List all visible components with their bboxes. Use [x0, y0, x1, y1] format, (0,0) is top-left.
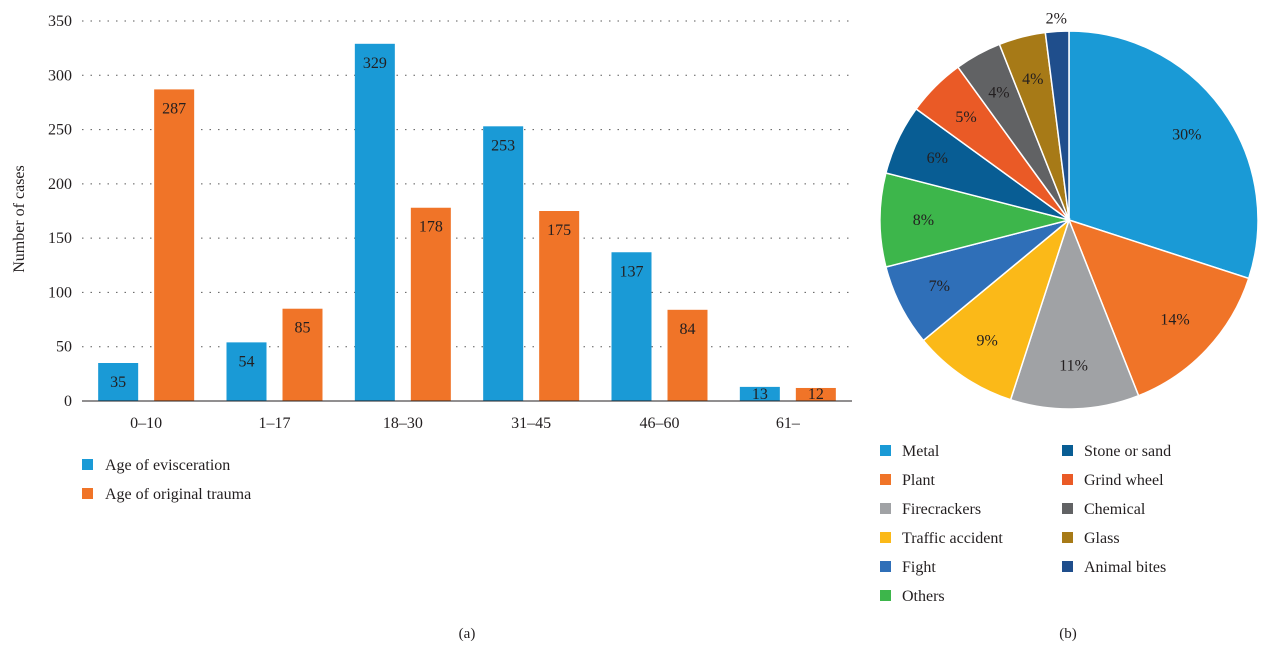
pie-legend-label: Grind wheel: [1084, 472, 1164, 489]
bar-x-tick-label: 31–45: [511, 415, 551, 432]
pie-slice-label: 11%: [1059, 357, 1088, 374]
pie-legend-label: Animal bites: [1084, 559, 1166, 576]
pie-chart: 30% 14% 11% 9% 7% 8% 6% 5% 4% 4% 2% Metal Plant Fire…: [879, 10, 1259, 642]
bar: [795, 387, 836, 401]
pie-slice: [879, 172, 1070, 268]
panel-label-a: (a): [459, 626, 476, 642]
bar-y-tick-label: 50: [56, 339, 72, 356]
bar-data-label: 12: [808, 386, 824, 403]
bar-x-tick-labels: 0–10 1–17 18–30 31–45 46–60 61–: [130, 415, 801, 432]
pie-slice-label: 7%: [929, 278, 950, 295]
pie-legend-swatch: [1062, 532, 1073, 543]
bar-data-label: 175: [547, 222, 571, 239]
pie-slice: [1009, 217, 1140, 410]
pie-slice-label: 2%: [1046, 10, 1067, 27]
pie-legend-label: Traffic accident: [902, 530, 1003, 547]
bar-x-tick-label: 0–10: [130, 415, 162, 432]
bar: [354, 43, 395, 402]
bar: [410, 207, 451, 401]
pie-legend-swatch: [1062, 474, 1073, 485]
bar-legend-swatch: [82, 488, 93, 499]
bar-data-label: 137: [620, 263, 644, 280]
bar: [226, 342, 267, 401]
bar-x-tick-label: 18–30: [383, 415, 423, 432]
pie-slice: [1044, 30, 1070, 221]
pie-legend-label: Others: [902, 588, 945, 605]
bar-data-label: 85: [295, 320, 311, 337]
bar-y-axis-label: Number of cases: [11, 165, 28, 273]
pie-legend-swatch: [1062, 445, 1073, 456]
pie-legend-swatch: [1062, 561, 1073, 572]
bar-x-tick-label: 46–60: [640, 415, 680, 432]
bar: [611, 252, 652, 401]
bar-y-tick-label: 200: [48, 176, 72, 193]
pie-legend: Metal Plant Firecrackers Traffic accident Fi…: [880, 443, 1171, 605]
bar: [539, 211, 580, 401]
pie-slice-label: 8%: [913, 212, 934, 229]
pie-legend-swatch: [880, 474, 891, 485]
pie-legend-swatch: [880, 532, 891, 543]
bar: [667, 309, 708, 401]
pie-slice: [1068, 30, 1259, 280]
bar-legend-label: Age of evisceration: [105, 457, 230, 474]
pie-legend-label: Chemical: [1084, 501, 1146, 518]
bar-x-tick-label: 61–: [776, 415, 801, 432]
bar-y-tick-label: 250: [48, 122, 72, 139]
pie-slice: [922, 217, 1071, 401]
bar-gridlines: [82, 20, 852, 348]
bar: [282, 308, 323, 401]
bar: [739, 386, 780, 401]
bar-y-tick-label: 350: [48, 13, 72, 30]
bar-x-tick-label: 1–17: [259, 415, 291, 432]
bar-data-label: 84: [680, 321, 696, 338]
pie-slice-label: 9%: [977, 332, 998, 349]
bar-data-label: 13: [752, 386, 768, 403]
bar-data-label: 178: [419, 219, 443, 236]
bar-data-label: 287: [162, 100, 186, 117]
bar-y-tick-label: 100: [48, 284, 72, 301]
pie-legend-label: Metal: [902, 443, 940, 460]
bar-legend: Age of evisceration Age of original traum…: [82, 457, 251, 503]
bar-data-label: 35: [110, 374, 126, 391]
pie-slice-label: 4%: [988, 84, 1009, 101]
pie-legend-swatch: [880, 503, 891, 514]
bar-legend-label: Age of original trauma: [105, 486, 251, 503]
pie-legend-label: Fight: [902, 559, 936, 576]
bar-marks: 35 287 54 85 329 178 253 175 137 84 13 12: [98, 43, 836, 403]
bar: [154, 89, 195, 402]
pie-legend-label: Glass: [1084, 530, 1120, 547]
pie-legend-swatch: [880, 561, 891, 572]
pie-legend-swatch: [880, 445, 891, 456]
pie-legend-label: Plant: [902, 472, 935, 489]
pie-legend-label: Firecrackers: [902, 501, 981, 518]
pie-slice-label: 5%: [955, 109, 976, 126]
bar-y-tick-label: 300: [48, 67, 72, 84]
bar: [98, 363, 139, 401]
bar-y-tick-label: 0: [64, 393, 72, 410]
bar-data-label: 54: [239, 353, 255, 370]
pie-slice: [1067, 218, 1250, 397]
bar-y-tick-labels: 0 50 100 150 200 250 300 350: [48, 13, 72, 410]
pie-slice-label: 6%: [927, 150, 948, 167]
bar-legend-swatch: [82, 459, 93, 470]
pie-legend-label: Stone or sand: [1084, 443, 1171, 460]
bar: [483, 126, 524, 402]
bar-chart: 0 50 100 150 200 250 300 350 Number of cases 35…: [11, 13, 852, 642]
pie-legend-swatch: [1062, 503, 1073, 514]
pie-slices: [879, 30, 1259, 410]
pie-slice-label: 30%: [1172, 126, 1201, 143]
panel-label-b: (b): [1059, 626, 1077, 642]
pie-slice-labels: 30% 14% 11% 9% 7% 8% 6% 5% 4% 4% 2%: [913, 10, 1202, 374]
pie-legend-swatch: [880, 590, 891, 601]
bar-data-label: 253: [491, 137, 515, 154]
bar-y-tick-label: 150: [48, 230, 72, 247]
bar-data-label: 329: [363, 55, 387, 72]
pie-slice-label: 14%: [1160, 312, 1189, 329]
pie-slice-label: 4%: [1022, 71, 1043, 88]
